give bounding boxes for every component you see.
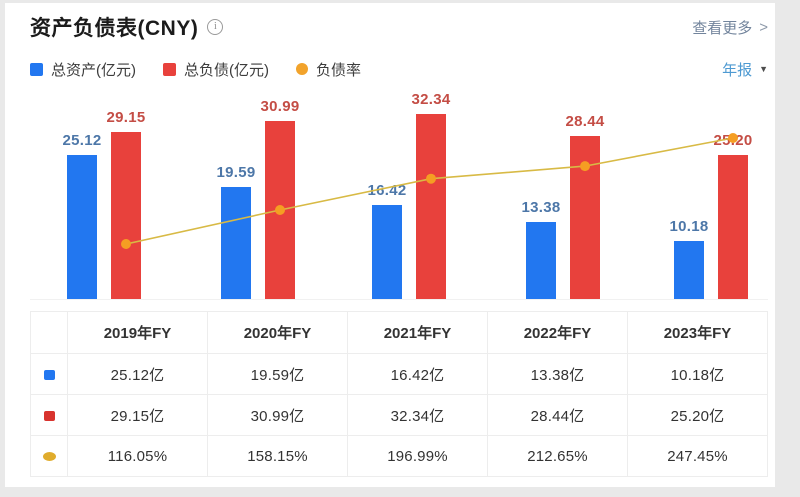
view-more-link[interactable]: 查看更多 > bbox=[692, 17, 768, 38]
marker-cell bbox=[30, 353, 68, 395]
value-cell: 13.38亿 bbox=[487, 353, 628, 395]
debt-ratio-swatch-icon bbox=[296, 63, 308, 75]
title-wrap: 资产负债表(CNY) i bbox=[30, 12, 224, 42]
bar-chart: 25.12 19.59 16.42 13.38 10.18 29.15 30.99 32.34… bbox=[30, 88, 768, 304]
assets-bar[interactable] bbox=[526, 222, 556, 299]
bar-value-label: 25.20 bbox=[713, 131, 753, 149]
assets-bar[interactable] bbox=[674, 240, 704, 299]
marker-cell bbox=[30, 435, 68, 477]
bar-value-label: 13.38 bbox=[521, 199, 561, 217]
caret-down-icon: ▼ bbox=[759, 64, 768, 74]
legend-label: 总资产(亿元) bbox=[51, 61, 136, 79]
value-cell: 25.20亿 bbox=[627, 394, 768, 436]
year-header-cell: 2022年FY bbox=[487, 311, 628, 354]
marker-cell bbox=[30, 394, 68, 436]
chart-legend: 总资产(亿元) 总负债(亿元) 负债率 bbox=[30, 59, 361, 80]
value-cell: 212.65% bbox=[487, 435, 628, 477]
debt-ratio-marker-icon bbox=[42, 452, 56, 462]
chevron-right-icon: > bbox=[759, 18, 768, 36]
assets-bar[interactable] bbox=[221, 186, 251, 299]
liabilities-bar[interactable] bbox=[111, 131, 141, 299]
value-cell: 10.18亿 bbox=[627, 353, 768, 395]
assets-bar[interactable] bbox=[372, 204, 402, 299]
bar-value-label: 25.12 bbox=[62, 132, 102, 150]
bar-value-label: 16.42 bbox=[367, 181, 407, 199]
legend-label: 总负债(亿元) bbox=[184, 61, 269, 79]
legend-row: 总资产(亿元) 总负债(亿元) 负债率 年报 ▼ bbox=[30, 58, 768, 80]
legend-label: 负债率 bbox=[316, 61, 362, 79]
year-header-cell: 2023年FY bbox=[627, 311, 768, 354]
liabilities-bar[interactable] bbox=[265, 121, 295, 299]
total-assets-marker-icon bbox=[43, 369, 55, 380]
legend-item-total-assets[interactable]: 总资产(亿元) bbox=[30, 59, 136, 80]
card-header: 资产负债表(CNY) i 查看更多 > bbox=[30, 12, 768, 42]
legend-item-total-liabilities[interactable]: 总负债(亿元) bbox=[163, 59, 269, 80]
data-table: 2019年FY 2020年FY 2021年FY 2022年FY 2023年FY 25.12… bbox=[30, 311, 768, 477]
bar-value-label: 29.15 bbox=[106, 108, 146, 126]
bar-value-label: 30.99 bbox=[260, 98, 300, 116]
page-title: 资产负债表(CNY) bbox=[30, 17, 199, 40]
total-assets-swatch-icon bbox=[30, 62, 43, 76]
table-corner-cell bbox=[30, 311, 68, 354]
value-cell: 247.45% bbox=[627, 435, 768, 477]
info-icon[interactable]: i bbox=[207, 19, 224, 35]
value-cell: 25.12亿 bbox=[67, 353, 208, 395]
year-header-cell: 2020年FY bbox=[207, 311, 348, 354]
value-cell: 29.15亿 bbox=[67, 394, 208, 436]
liabilities-bar[interactable] bbox=[570, 136, 600, 299]
balance-sheet-card: 资产负债表(CNY) i 查看更多 > 总资产(亿元) 总负债(亿元) 负债率 … bbox=[5, 3, 775, 487]
view-more-label: 查看更多 bbox=[692, 19, 753, 37]
value-cell: 16.42亿 bbox=[347, 353, 488, 395]
value-cell: 196.99% bbox=[347, 435, 488, 477]
table-row: 25.12亿 19.59亿 16.42亿 13.38亿 10.18亿 bbox=[30, 353, 768, 395]
legend-item-debt-ratio[interactable]: 负债率 bbox=[296, 59, 361, 80]
value-cell: 30.99亿 bbox=[207, 394, 348, 436]
bar-value-label: 28.44 bbox=[565, 113, 605, 131]
liabilities-bar[interactable] bbox=[416, 113, 446, 299]
year-header-cell: 2021年FY bbox=[347, 311, 488, 354]
bar-value-label: 10.18 bbox=[669, 217, 709, 235]
period-selector-value: 年报 bbox=[722, 61, 753, 79]
liabilities-bar[interactable] bbox=[718, 154, 748, 299]
value-cell: 158.15% bbox=[207, 435, 348, 477]
table-header-row: 2019年FY 2020年FY 2021年FY 2022年FY 2023年FY bbox=[30, 311, 768, 354]
value-cell: 28.44亿 bbox=[487, 394, 628, 436]
bar-value-label: 32.34 bbox=[411, 90, 451, 108]
value-cell: 32.34亿 bbox=[347, 394, 488, 436]
bar-value-label: 19.59 bbox=[216, 163, 256, 181]
year-header-cell: 2019年FY bbox=[67, 311, 208, 354]
value-cell: 19.59亿 bbox=[207, 353, 348, 395]
assets-bar[interactable] bbox=[67, 155, 97, 299]
total-liabilities-marker-icon bbox=[43, 410, 55, 421]
period-selector[interactable]: 年报 ▼ bbox=[722, 59, 768, 80]
table-row: 116.05% 158.15% 196.99% 212.65% 247.45% bbox=[30, 435, 768, 477]
total-liabilities-swatch-icon bbox=[163, 62, 176, 76]
table-row: 29.15亿 30.99亿 32.34亿 28.44亿 25.20亿 bbox=[30, 394, 768, 436]
value-cell: 116.05% bbox=[67, 435, 208, 477]
